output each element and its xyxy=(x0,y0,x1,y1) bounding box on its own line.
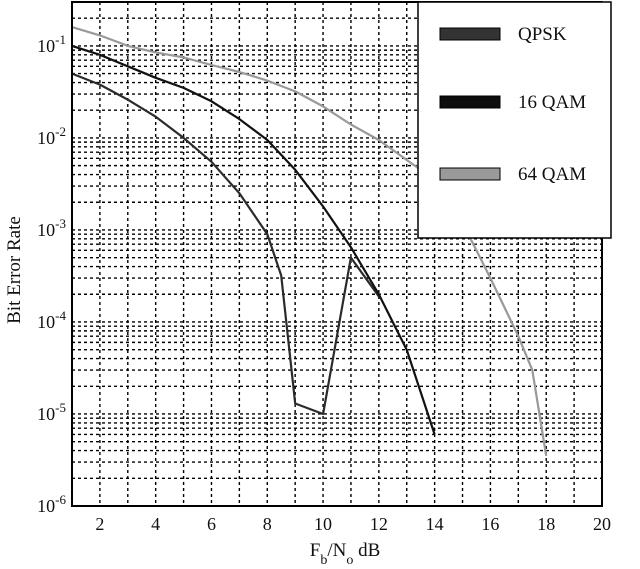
legend-swatch-64qam xyxy=(439,167,501,181)
legend-item-64qam: 64 QAM xyxy=(439,164,586,185)
y-tick-exp: -5 xyxy=(55,400,66,415)
x-tick-label: 4 xyxy=(151,514,160,534)
y-axis-label: Bit Error Rate xyxy=(4,216,25,324)
x-tick-label: 12 xyxy=(370,514,388,534)
y-tick-base: 10 xyxy=(37,220,55,240)
series-lines xyxy=(71,26,548,457)
x-label-tail: dB xyxy=(353,540,380,561)
y-tick-label: 10-4 xyxy=(37,308,66,332)
y-tick-exp: -1 xyxy=(55,32,66,47)
series-line-qpsk xyxy=(71,72,380,416)
y-tick-base: 10 xyxy=(37,36,55,56)
legend-swatch-16qam xyxy=(439,95,501,109)
series-line-16-qam xyxy=(71,44,436,435)
x-tick-label: 6 xyxy=(207,514,216,534)
series-line-64-qam xyxy=(71,26,548,457)
x-tick-label: 14 xyxy=(426,514,444,534)
y-tick-base: 10 xyxy=(37,128,55,148)
legend-box xyxy=(417,1,612,239)
legend: QPSK 16 QAM 64 QAM xyxy=(417,1,612,239)
y-tick-label: 10-5 xyxy=(37,400,66,424)
y-tick-exp: -2 xyxy=(55,124,66,139)
legend-label-64qam: 64 QAM xyxy=(518,164,586,185)
x-tick-label: 20 xyxy=(593,514,611,534)
x-tick-labels: 2 4 6 8 10 12 14 16 18 20 xyxy=(95,514,611,534)
y-tick-exp: -3 xyxy=(55,216,66,231)
x-label-mid: /N xyxy=(327,540,346,561)
x-tick-label: 8 xyxy=(263,514,272,534)
legend-item-qpsk: QPSK xyxy=(439,24,567,45)
y-tick-labels: 10-110-210-310-410-510-6 xyxy=(37,32,66,516)
x-tick-label: 16 xyxy=(481,514,499,534)
legend-label-qpsk: QPSK xyxy=(518,24,567,45)
x-axis-label: Fb/No dB xyxy=(310,540,381,568)
y-tick-label: 10-2 xyxy=(37,124,66,148)
y-tick-base: 10 xyxy=(37,312,55,332)
legend-swatch-qpsk xyxy=(439,27,501,41)
y-tick-base: 10 xyxy=(37,496,55,516)
legend-label-16qam: 16 QAM xyxy=(518,92,586,113)
x-label-base: F xyxy=(310,540,321,561)
y-tick-label: 10-1 xyxy=(37,32,66,56)
y-tick-base: 10 xyxy=(37,404,55,424)
x-label-sub1: b xyxy=(320,553,327,568)
plot-frame xyxy=(71,1,603,507)
y-tick-label: 10-6 xyxy=(37,492,66,516)
y-tick-exp: -4 xyxy=(55,308,66,323)
x-tick-label: 10 xyxy=(314,514,332,534)
legend-item-16qam: 16 QAM xyxy=(439,92,586,113)
x-label-sub2: o xyxy=(346,553,353,568)
y-tick-exp: -6 xyxy=(55,492,66,507)
x-tick-label: 2 xyxy=(95,514,104,534)
y-tick-label: 10-3 xyxy=(37,216,66,240)
x-tick-label: 18 xyxy=(537,514,555,534)
